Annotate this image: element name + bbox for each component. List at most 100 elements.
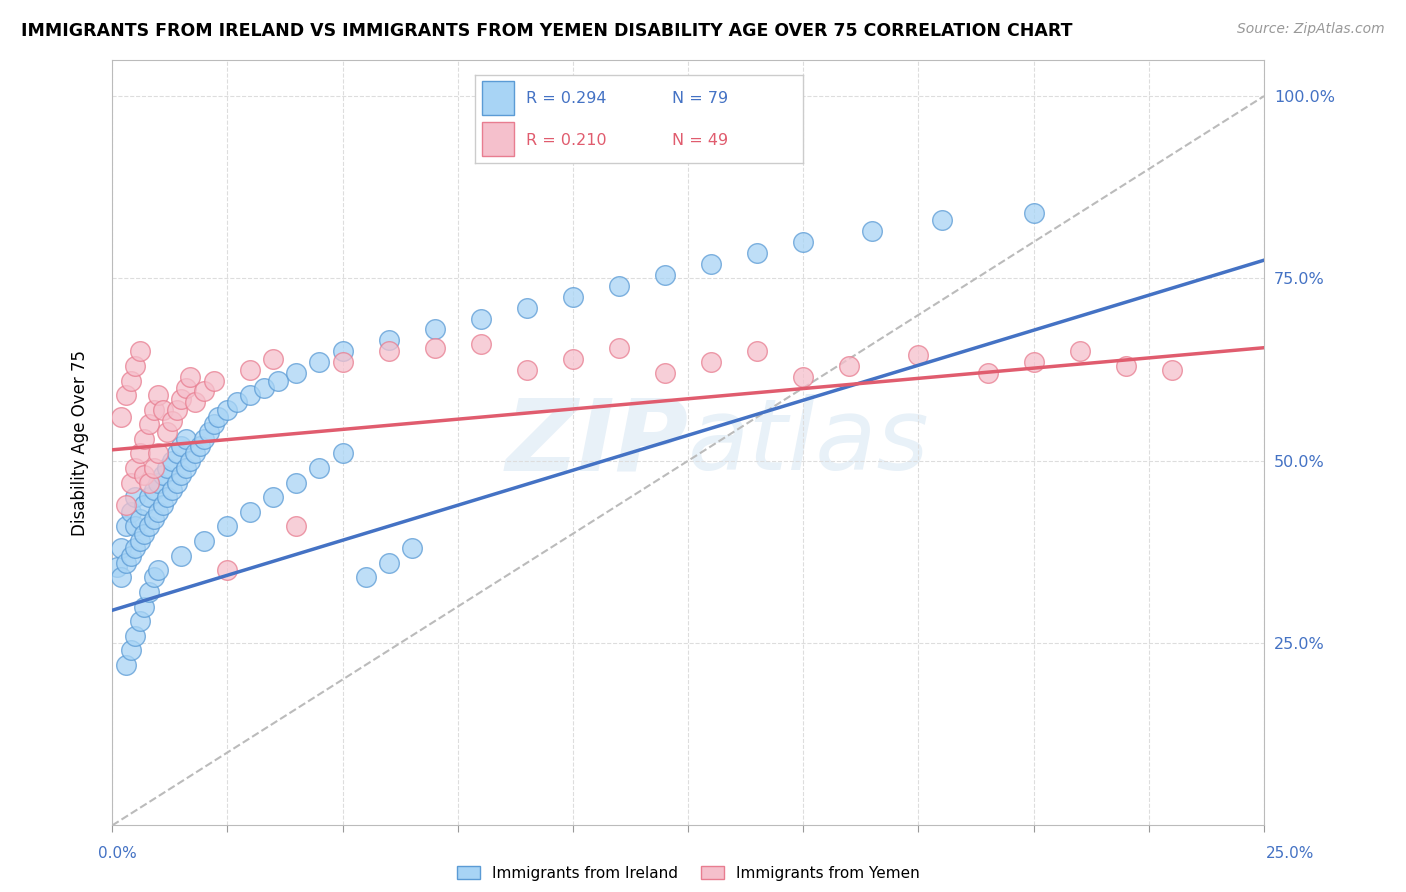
Point [202,417,225,432]
Point [120,475,142,490]
Point [332,344,354,359]
Point [138,417,160,432]
Point [142,402,165,417]
Point [128,446,150,460]
Point [110,570,132,584]
Point [124,359,146,373]
Point [931,213,953,227]
Point [160,454,183,468]
Point [193,384,215,399]
Point [225,395,247,409]
Point [142,461,165,475]
Point [142,512,165,526]
Point [142,570,165,584]
Point [792,370,814,384]
Point [860,224,883,238]
Point [128,344,150,359]
Point [516,301,538,315]
Point [470,337,492,351]
Text: IMMIGRANTS FROM IRELAND VS IMMIGRANTS FROM YEMEN DISABILITY AGE OVER 75 CORRELAT: IMMIGRANTS FROM IRELAND VS IMMIGRANTS FR… [21,22,1073,40]
Point [170,392,193,406]
Point [138,490,160,504]
Point [124,629,146,643]
Point [134,432,156,446]
Point [120,549,142,563]
Point [976,366,998,380]
Point [285,475,308,490]
Point [156,425,179,439]
Point [179,370,201,384]
Point [120,643,142,657]
Point [285,519,308,533]
Point [105,559,128,574]
Point [134,526,156,541]
Point [193,533,215,548]
Point [747,344,769,359]
Point [184,395,207,409]
Point [423,341,446,355]
Point [115,388,138,402]
Point [148,475,170,490]
Point [188,439,211,453]
Point [239,505,262,519]
Point [115,556,138,570]
Point [134,599,156,614]
Point [377,344,399,359]
Point [124,519,146,533]
Point [170,468,193,483]
Point [262,490,284,504]
Text: atlas: atlas [688,394,929,491]
Point [174,432,197,446]
Text: Source: ZipAtlas.com: Source: ZipAtlas.com [1237,22,1385,37]
Point [332,446,354,460]
Point [179,454,201,468]
Text: 0.0%: 0.0% [98,846,138,861]
Point [193,432,215,446]
Point [207,409,229,424]
Point [198,425,221,439]
Legend: Immigrants from Ireland, Immigrants from Yemen: Immigrants from Ireland, Immigrants from… [450,860,925,887]
Point [134,468,156,483]
Point [166,475,188,490]
Point [110,409,132,424]
Point [156,461,179,475]
Point [423,322,446,336]
Point [110,541,132,556]
Point [128,533,150,548]
Point [148,388,170,402]
Point [377,334,399,348]
Point [332,355,354,369]
Point [166,402,188,417]
Point [160,483,183,497]
Point [156,490,179,504]
Point [152,402,174,417]
Point [152,468,174,483]
Point [128,614,150,628]
Point [124,541,146,556]
Point [166,446,188,460]
Point [470,311,492,326]
Point [561,290,583,304]
Point [907,348,929,362]
Point [142,483,165,497]
Point [253,381,276,395]
Y-axis label: Disability Age Over 75: Disability Age Over 75 [72,350,89,535]
Point [217,519,239,533]
Point [1022,355,1045,369]
Point [1069,344,1091,359]
Point [267,374,290,388]
Point [792,235,814,249]
Point [148,446,170,460]
Point [654,268,676,282]
Point [285,366,308,380]
Point [401,541,423,556]
Point [607,278,630,293]
Point [561,351,583,366]
Point [377,556,399,570]
Point [654,366,676,380]
Point [1115,359,1137,373]
Point [184,446,207,460]
Text: 25.0%: 25.0% [1267,846,1315,861]
Point [174,461,197,475]
Point [120,374,142,388]
